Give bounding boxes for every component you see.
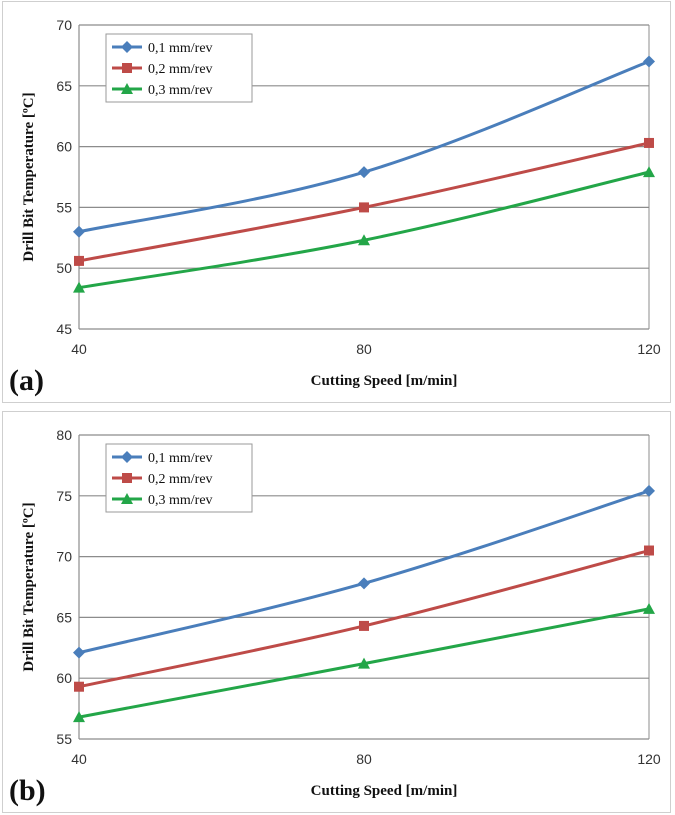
legend-label: 0,1 mm/rev <box>148 41 213 56</box>
data-point <box>643 166 655 178</box>
x-tick-label: 40 <box>71 751 87 767</box>
data-point <box>73 281 85 293</box>
legend-marker <box>121 41 133 53</box>
y-tick-label: 60 <box>56 139 72 155</box>
data-point <box>643 484 655 497</box>
data-point <box>358 166 370 179</box>
y-tick-label: 55 <box>56 199 72 215</box>
panel-label: (a) <box>9 364 44 397</box>
chart-panel-a: 45 50 55 60 65 70 40 80 120 Cutting Speed [m/min]… <box>2 1 671 403</box>
legend-label: 0,3 mm/rev <box>148 83 213 98</box>
y-tick-label: 70 <box>56 549 72 565</box>
y-tick-label: 65 <box>56 78 72 94</box>
legend-label: 0,2 mm/rev <box>148 472 213 487</box>
data-point <box>358 234 370 246</box>
legend-label: 0,3 mm/rev <box>148 493 213 508</box>
legend-marker <box>122 473 132 483</box>
x-tick-label: 80 <box>356 341 372 357</box>
data-point <box>359 620 369 631</box>
y-axis-title: Drill Bit Temperature [ºC] <box>21 92 37 261</box>
temperature-chart-a: 45 50 55 60 65 70 40 80 120 Cutting Speed [m/min]… <box>9 17 661 397</box>
data-point <box>359 202 369 213</box>
data-point <box>74 681 84 692</box>
data-point <box>73 711 85 723</box>
legend-marker <box>121 83 133 94</box>
legend-marker <box>121 493 133 504</box>
y-tick-label: 55 <box>56 731 72 747</box>
panel-label: (b) <box>9 774 46 807</box>
y-tick-label: 50 <box>56 260 72 276</box>
y-tick-label: 60 <box>56 670 72 686</box>
y-tick-label: 75 <box>56 488 72 504</box>
data-point <box>643 602 655 614</box>
y-axis-title: Drill Bit Temperature [ºC] <box>21 502 37 671</box>
y-tick-label: 45 <box>56 321 72 337</box>
data-point <box>644 137 654 148</box>
x-tick-label: 120 <box>637 751 661 767</box>
data-point <box>358 657 370 669</box>
temperature-chart-b: 55 60 65 70 75 80 40 80 120 Cutting Speed [m/min]… <box>9 427 661 807</box>
data-point <box>73 646 85 659</box>
x-tick-label: 40 <box>71 341 87 357</box>
legend-label: 0,1 mm/rev <box>148 451 213 466</box>
x-axis-title: Cutting Speed [m/min] <box>311 373 458 389</box>
y-tick-label: 70 <box>56 17 72 33</box>
chart-panel-b: 55 60 65 70 75 80 40 80 120 Cutting Speed [m/min]… <box>2 411 671 813</box>
legend-marker <box>122 63 132 73</box>
data-point <box>643 55 655 68</box>
legend-marker <box>121 451 133 463</box>
x-tick-label: 120 <box>637 341 661 357</box>
data-point <box>73 225 85 238</box>
x-axis-title: Cutting Speed [m/min] <box>311 783 458 799</box>
x-tick-label: 80 <box>356 751 372 767</box>
y-tick-label: 65 <box>56 609 72 625</box>
y-tick-label: 80 <box>56 427 72 443</box>
data-point <box>358 577 370 590</box>
legend-label: 0,2 mm/rev <box>148 62 213 77</box>
data-point <box>74 255 84 266</box>
data-point <box>644 545 654 556</box>
